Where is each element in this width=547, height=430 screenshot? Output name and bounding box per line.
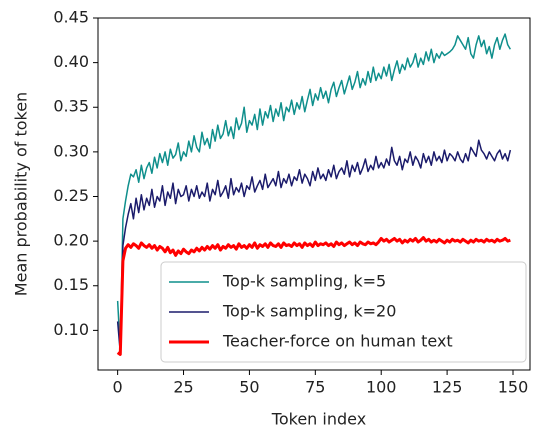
x-tick-label: 75 [305, 378, 325, 397]
y-tick-label: 0.25 [53, 186, 89, 205]
legend-label: Top-k sampling, k=20 [222, 302, 396, 321]
x-tick-label: 125 [432, 378, 463, 397]
legend-label: Top-k sampling, k=5 [222, 272, 386, 291]
x-tick-label: 0 [113, 378, 123, 397]
legend-box [160, 261, 527, 363]
x-tick-label: 150 [498, 378, 529, 397]
y-axis-label: Mean probability of token [12, 92, 31, 296]
x-tick-label: 50 [239, 378, 259, 397]
y-tick-label: 0.20 [53, 231, 89, 250]
series-line [116, 33, 512, 351]
x-tick-label: 25 [173, 378, 193, 397]
legend-label: Teacher-force on human text [222, 332, 453, 351]
x-axis-label: Token index [271, 410, 366, 429]
series-line [116, 236, 511, 356]
y-tick-label: 0.10 [53, 320, 89, 339]
y-tick-label: 0.15 [53, 275, 89, 294]
x-tick-label: 100 [366, 378, 397, 397]
y-tick-label: 0.45 [53, 8, 89, 27]
y-tick-label: 0.30 [53, 141, 89, 160]
y-tick-label: 0.35 [53, 97, 89, 116]
y-tick-label: 0.40 [53, 52, 89, 71]
series-line [116, 139, 512, 354]
plot-frame [97, 17, 531, 371]
